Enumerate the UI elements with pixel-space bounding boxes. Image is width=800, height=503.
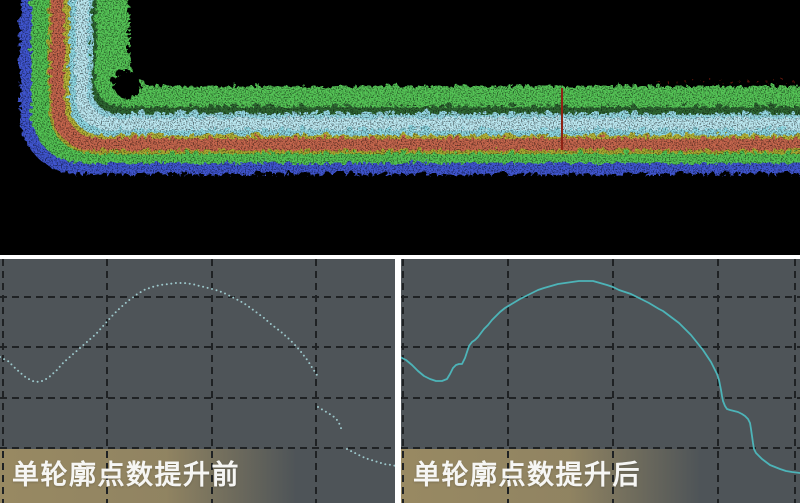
point-cloud-scan-view	[0, 0, 800, 256]
profile-chart-before	[0, 259, 395, 503]
panel-after-label: 单轮廓点数提升后	[413, 460, 641, 490]
point-cloud-corner-rendering	[0, 0, 800, 256]
profile-curve-solid	[401, 280, 800, 474]
grid-lines	[0, 259, 395, 503]
label-band	[0, 449, 395, 503]
panel-before-label: 单轮廓点数提升前	[12, 460, 240, 490]
label-band	[401, 449, 800, 503]
grid-lines	[401, 259, 800, 503]
profile-panel-after: 单轮廓点数提升后	[401, 259, 800, 503]
horizontal-separator	[0, 255, 800, 259]
profile-curve-dots	[0, 282, 395, 467]
vertical-divider	[395, 259, 401, 503]
profile-chart-after	[401, 259, 800, 503]
profile-panel-before: 单轮廓点数提升前	[0, 259, 395, 503]
